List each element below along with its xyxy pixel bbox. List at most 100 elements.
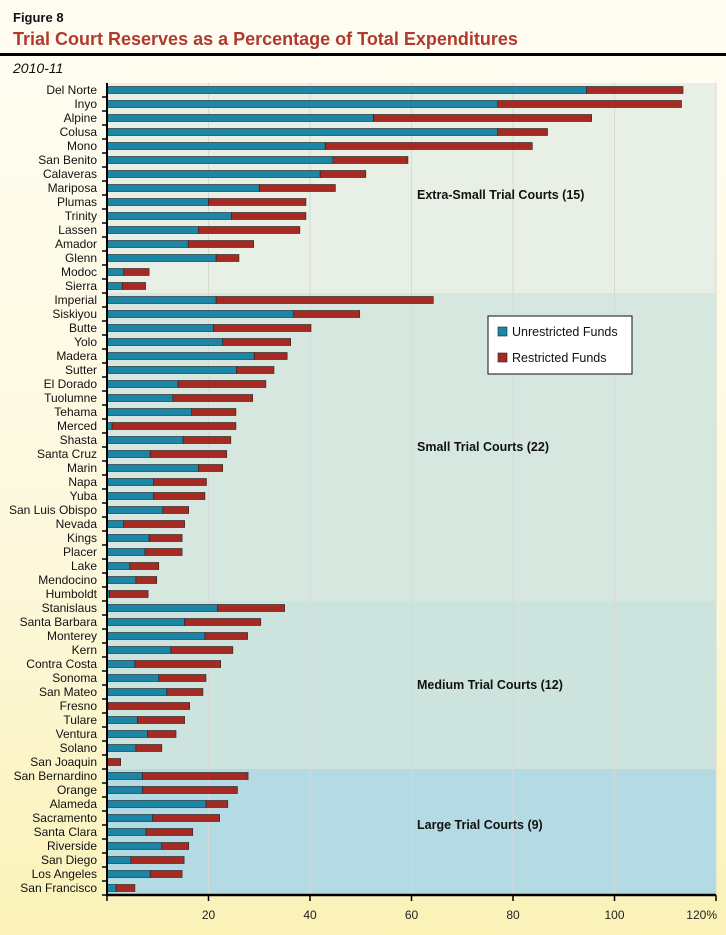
category-label: Calaveras xyxy=(43,167,97,181)
bar-unrestricted xyxy=(106,114,374,122)
bar-unrestricted xyxy=(106,618,185,626)
bar-restricted xyxy=(144,548,183,556)
bar-restricted xyxy=(332,156,409,164)
bar-restricted xyxy=(158,674,207,682)
bar-unrestricted xyxy=(106,884,117,892)
bar-unrestricted xyxy=(106,366,237,374)
legend-label: Restricted Funds xyxy=(512,351,606,365)
category-label: Tehama xyxy=(54,405,97,419)
bar-restricted xyxy=(172,394,253,402)
bar-restricted xyxy=(187,240,254,248)
bar-unrestricted xyxy=(106,842,163,850)
category-label: Shasta xyxy=(60,433,98,447)
category-label: Solano xyxy=(60,741,98,755)
category-label: Yuba xyxy=(70,489,98,503)
bar-unrestricted xyxy=(106,478,154,486)
bar-unrestricted xyxy=(106,660,136,668)
category-label: Lassen xyxy=(58,223,97,237)
bar-unrestricted xyxy=(106,464,199,472)
category-label: Humboldt xyxy=(46,587,98,601)
legend-swatch xyxy=(497,352,508,363)
bar-restricted xyxy=(148,534,183,542)
bar-restricted xyxy=(153,492,206,500)
bar-restricted xyxy=(145,828,194,836)
bar-restricted xyxy=(142,772,249,780)
category-label: Nevada xyxy=(56,517,98,531)
bar-unrestricted xyxy=(106,786,143,794)
bar-unrestricted xyxy=(106,310,295,318)
category-label: San Benito xyxy=(38,153,97,167)
bar-restricted xyxy=(215,296,434,304)
bar-unrestricted xyxy=(106,198,209,206)
bar-restricted xyxy=(205,800,229,808)
bar-restricted xyxy=(137,716,185,724)
bar-restricted xyxy=(222,338,292,346)
bar-unrestricted xyxy=(106,520,125,528)
bar-restricted xyxy=(123,520,185,528)
category-label: Trinity xyxy=(65,209,97,223)
x-tick-label: 40 xyxy=(303,908,317,922)
category-label: Glenn xyxy=(65,251,97,265)
bar-unrestricted xyxy=(106,632,206,640)
category-label: Mono xyxy=(67,139,97,153)
category-label: San Luis Obispo xyxy=(9,503,97,517)
x-tick-label: 80 xyxy=(506,908,520,922)
bar-unrestricted xyxy=(106,268,125,276)
category-label: Madera xyxy=(56,349,97,363)
category-label: Sutter xyxy=(65,363,97,377)
bar-restricted xyxy=(152,814,220,822)
bar-unrestricted xyxy=(106,156,334,164)
bar-restricted xyxy=(184,618,262,626)
group-label: Small Trial Courts (22) xyxy=(417,440,549,454)
category-label: Alpine xyxy=(64,111,98,125)
bar-unrestricted xyxy=(106,450,151,458)
bar-unrestricted xyxy=(106,716,138,724)
category-label: Napa xyxy=(68,475,97,489)
category-label: Imperial xyxy=(54,293,97,307)
category-label: Colusa xyxy=(60,125,98,139)
bar-unrestricted xyxy=(106,128,499,136)
category-label: Fresno xyxy=(60,699,98,713)
bar-unrestricted xyxy=(106,142,326,150)
bar-restricted xyxy=(107,758,122,766)
bar-unrestricted xyxy=(106,380,179,388)
category-label: San Francisco xyxy=(20,881,97,895)
bar-unrestricted xyxy=(106,282,123,290)
category-label: Kings xyxy=(67,531,97,545)
bar-unrestricted xyxy=(106,604,218,612)
bar-unrestricted xyxy=(106,324,214,332)
bar-unrestricted xyxy=(106,548,146,556)
category-label: Stanislaus xyxy=(42,601,97,615)
bar-restricted xyxy=(231,212,307,220)
category-label: San Bernardino xyxy=(14,769,98,783)
bar-restricted xyxy=(111,422,237,430)
x-tick-label: 120% xyxy=(686,908,717,922)
x-tick-label: 100 xyxy=(604,908,624,922)
category-label: Riverside xyxy=(47,839,97,853)
bar-unrestricted xyxy=(106,730,148,738)
bar-unrestricted xyxy=(106,338,224,346)
bar-unrestricted xyxy=(106,744,137,752)
category-label: Tulare xyxy=(63,713,97,727)
category-label: Butte xyxy=(69,321,97,335)
bar-restricted xyxy=(215,254,240,262)
bar-unrestricted xyxy=(106,562,131,570)
bar-unrestricted xyxy=(106,814,153,822)
bar-restricted xyxy=(135,576,158,584)
title-rule xyxy=(0,53,726,56)
category-label: Santa Cruz xyxy=(37,447,97,461)
chart-subtitle: 2010-11 xyxy=(13,60,64,76)
bar-restricted xyxy=(109,590,149,598)
group-label: Extra-Small Trial Courts (15) xyxy=(417,188,584,202)
category-label: Siskiyou xyxy=(52,307,97,321)
bar-unrestricted xyxy=(106,506,164,514)
bar-unrestricted xyxy=(106,170,321,178)
bar-unrestricted xyxy=(106,856,132,864)
bar-restricted xyxy=(293,310,361,318)
category-label: Sacramento xyxy=(32,811,97,825)
category-label: Modoc xyxy=(61,265,97,279)
bar-restricted xyxy=(115,884,136,892)
bar-unrestricted xyxy=(106,408,193,416)
bar-unrestricted xyxy=(106,226,199,234)
category-label: Sonoma xyxy=(52,671,97,685)
